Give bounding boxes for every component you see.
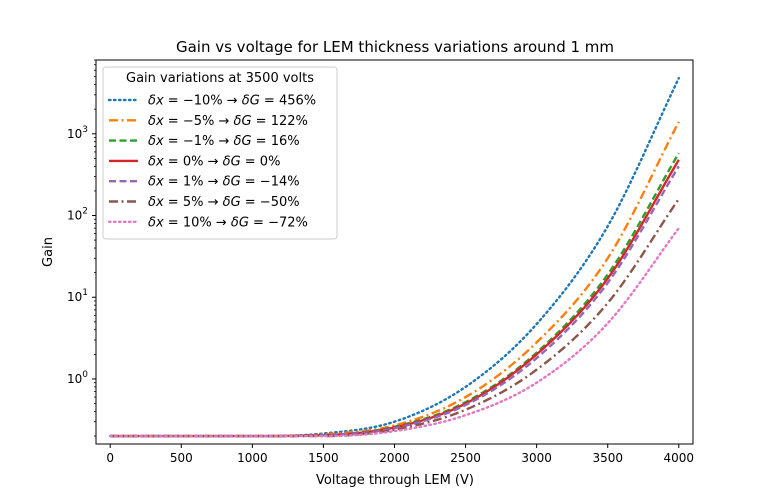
- legend: Gain variations at 3500 volts δx = −10% …: [102, 66, 338, 240]
- legend-box: [102, 66, 338, 240]
- x-tick-label-4: 2000: [379, 451, 410, 465]
- x-tick-label-3: 1500: [308, 451, 339, 465]
- legend-label-5: δx = 5% → δG = −50%: [148, 195, 300, 210]
- legend-label-4: δx = 1% → δG = −14%: [148, 175, 300, 190]
- series-line-6: [109, 226, 680, 438]
- x-tick-label-8: 4000: [664, 451, 695, 465]
- x-tick-label-1: 500: [170, 451, 193, 465]
- x-tick-label-2: 1000: [237, 451, 268, 465]
- x-tick-label-0: 0: [106, 451, 114, 465]
- plot-lines: [109, 76, 680, 438]
- x-axis-label: Voltage through LEM (V): [316, 473, 474, 488]
- x-axis: 0 500 1000 1500 2000 2500 3000 3500 4000: [106, 444, 694, 465]
- x-tick-label-5: 2500: [450, 451, 481, 465]
- legend-items: δx = −10% → δG = 456% δx = −5% → δG = 122…: [107, 94, 316, 230]
- legend-label-1: δx = −5% → δG = 122%: [148, 114, 308, 129]
- legend-label-2: δx = −1% → δG = 16%: [148, 134, 300, 149]
- legend-label-0: δx = −10% → δG = 456%: [148, 94, 316, 109]
- x-tick-label-6: 3000: [521, 451, 552, 465]
- legend-label-3: δx = 0% → δG = 0%: [148, 154, 280, 169]
- y-axis-label: Gain: [41, 237, 56, 267]
- legend-title: Gain variations at 3500 volts: [126, 71, 314, 86]
- legend-label-6: δx = 10% → δG = −72%: [148, 215, 308, 230]
- x-tick-label-7: 3500: [592, 451, 623, 465]
- chart-title: Gain vs voltage for LEM thickness variat…: [176, 38, 614, 56]
